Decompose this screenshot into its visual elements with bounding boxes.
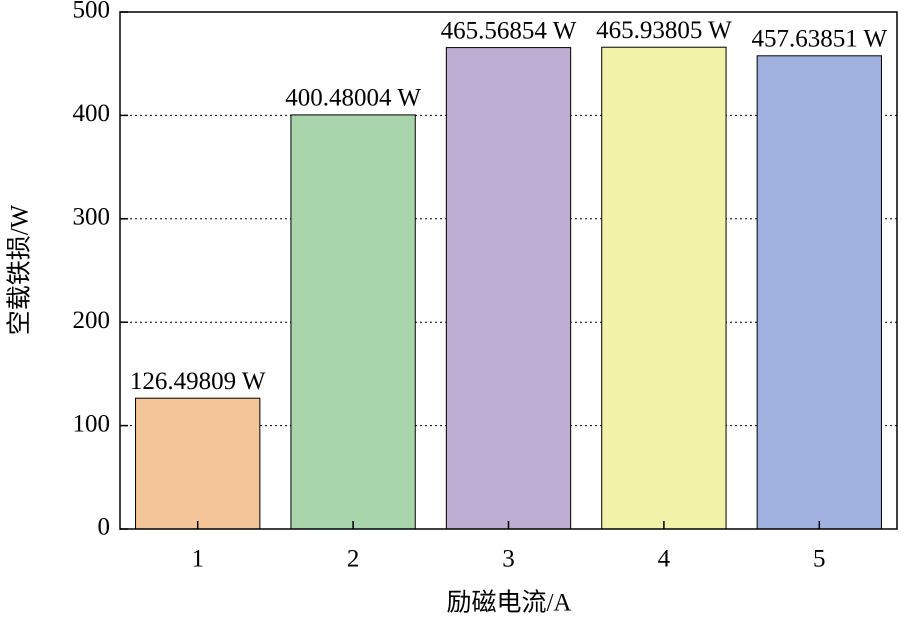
value-label: 400.48004 W [285,85,421,112]
value-label: 465.93805 W [596,17,732,44]
y-tick-label: 100 [73,410,111,437]
y-tick-label: 500 [73,0,111,24]
bar [290,114,416,530]
y-tick-label: 200 [73,307,111,334]
x-tick-label: 3 [502,546,515,573]
x-tick-label: 4 [658,546,671,573]
bar [601,46,727,530]
y-tick-label: 0 [98,514,111,541]
y-tick-label: 400 [73,100,111,127]
bar [445,47,572,530]
value-label: 457.63851 W [751,26,887,53]
y-tick-label: 300 [73,204,111,231]
plot-frame [119,11,898,530]
bar [135,397,261,530]
bar [756,55,882,530]
value-label: 126.49809 W [130,368,266,395]
x-axis-label: 励磁电流/A [446,589,571,617]
x-tick-label: 5 [813,546,826,573]
x-tick-label: 1 [191,546,204,573]
x-tick-label: 2 [347,546,360,573]
value-label: 465.56854 W [441,17,577,44]
y-axis-label: 空载铁损/W [6,204,34,335]
